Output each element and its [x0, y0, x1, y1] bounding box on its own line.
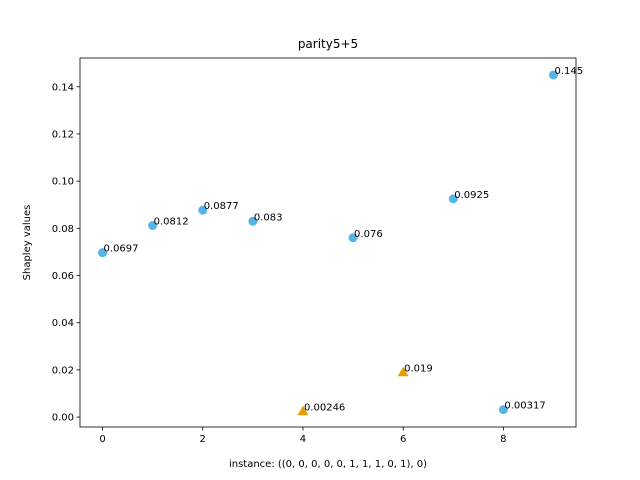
x-tick-label: 8 [500, 434, 506, 445]
x-tick-label: 2 [200, 434, 206, 445]
data-label: 0.0812 [154, 217, 189, 228]
x-axis-label: instance: ((0, 0, 0, 0, 0, 1, 1, 1, 0, 1… [229, 459, 427, 470]
data-point [148, 221, 158, 231]
y-tick-label: 0.08 [52, 224, 74, 235]
data-label: 0.076 [354, 229, 383, 240]
y-axis: 0.00 0.02 0.04 0.06 0.08 0.10 0.12 0.14 [52, 82, 80, 424]
y-tick-label: 0.06 [52, 271, 74, 282]
x-tick-label: 0 [99, 434, 105, 445]
data-point [198, 205, 208, 215]
data-point [397, 366, 409, 377]
plot-area: 0.0697 0.0812 0.0877 0.083 0.076 0.0925 0.0031… [98, 66, 583, 416]
y-tick-label: 0.12 [52, 129, 74, 140]
data-point [548, 70, 558, 80]
data-point [98, 248, 108, 258]
y-tick-label: 0.02 [52, 365, 74, 376]
data-label: 0.00246 [304, 402, 345, 413]
y-tick-label: 0.04 [52, 318, 74, 329]
data-point [448, 194, 458, 204]
y-tick-label: 0.10 [52, 177, 74, 188]
data-point [297, 405, 309, 416]
x-axis: 0 2 4 6 8 [99, 427, 507, 445]
data-point [248, 216, 258, 226]
data-label: 0.0925 [454, 190, 489, 201]
chart-title: parity5+5 [298, 37, 358, 51]
data-label: 0.083 [254, 212, 283, 223]
data-label: 0.0877 [204, 201, 239, 212]
data-point [498, 405, 508, 415]
data-label: 0.145 [554, 66, 583, 77]
x-tick-label: 6 [400, 434, 406, 445]
axes-frame [79, 57, 577, 428]
y-tick-label: 0.00 [52, 413, 74, 424]
data-label: 0.019 [404, 363, 433, 374]
data-label: 0.00317 [504, 401, 545, 412]
y-axis-label: Shapley values [22, 205, 33, 281]
data-point [348, 233, 358, 243]
y-tick-label: 0.14 [52, 82, 74, 93]
data-label: 0.0697 [104, 244, 139, 255]
x-tick-label: 4 [300, 434, 306, 445]
